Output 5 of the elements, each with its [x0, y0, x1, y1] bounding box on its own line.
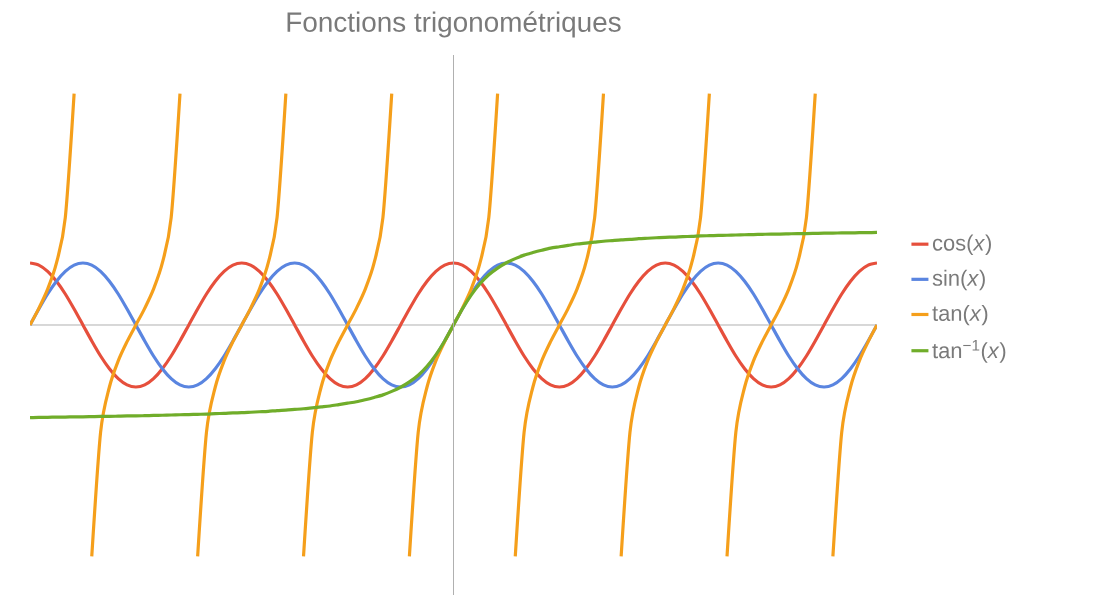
legend-label: tan(x) — [932, 304, 988, 326]
legend-label: cos(x) — [932, 234, 991, 256]
legend-label: sin(x) — [932, 269, 985, 291]
legend-label: tan$^{−1}$(x) — [932, 340, 1006, 363]
chart-title: Fonctions trigonométriques — [287, 11, 621, 38]
